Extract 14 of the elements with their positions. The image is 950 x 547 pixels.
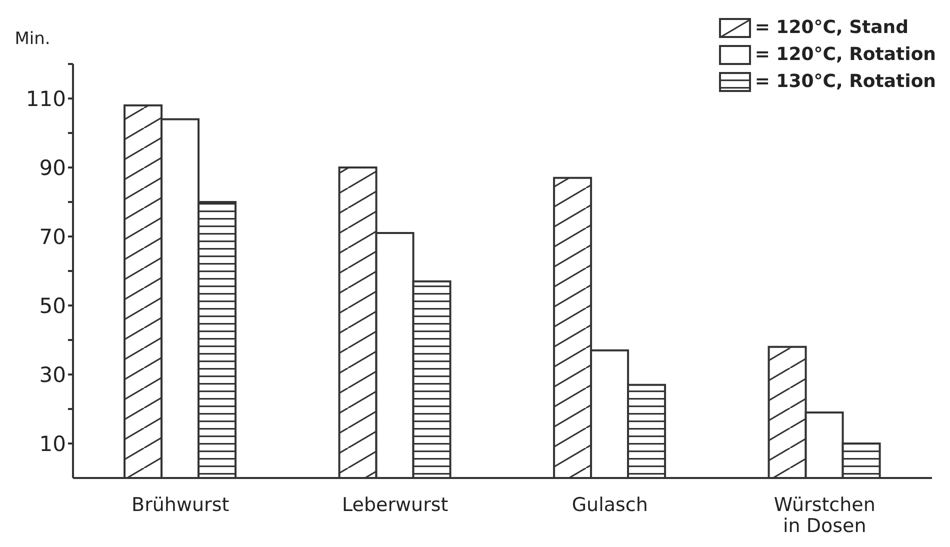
y-tick-label: 110 xyxy=(26,86,66,111)
y-tick-label: 10 xyxy=(39,432,66,456)
y-tick-label: 30 xyxy=(39,362,66,387)
x-tick-label: Brühwurst xyxy=(132,494,230,516)
y-tick-label: 70 xyxy=(39,224,66,249)
y-tick-label: 90 xyxy=(39,156,66,180)
legend-label: = 130°C, Rotation xyxy=(754,71,936,92)
x-tick-label: Gulasch xyxy=(572,494,648,516)
y-axis-title: Min. xyxy=(14,29,50,49)
legend-label: = 120°C, Stand xyxy=(754,17,908,38)
legend-label: = 120°C, Rotation xyxy=(754,44,936,65)
y-tick-label: 50 xyxy=(39,294,66,318)
x-tick-label: Leberwurst xyxy=(342,494,448,516)
x-tick-label: Würstchen in Dosen xyxy=(774,494,876,537)
